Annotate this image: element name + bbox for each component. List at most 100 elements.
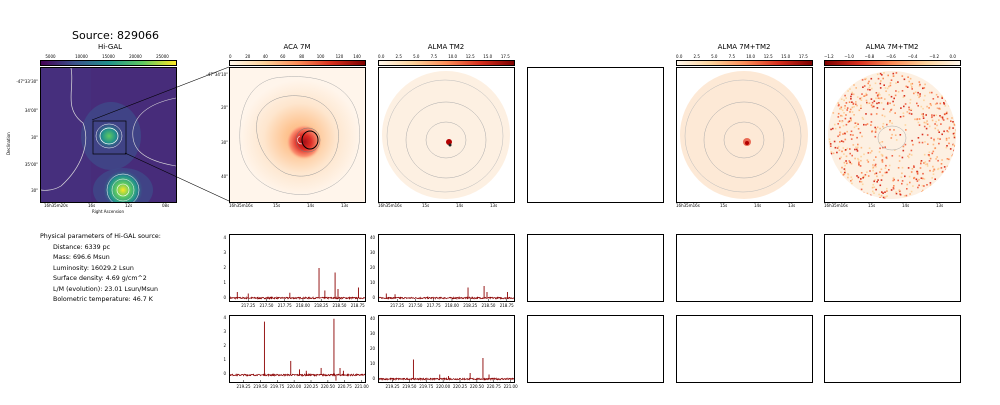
noise-pixel: [876, 73, 879, 76]
noise-pixel: [856, 96, 859, 98]
noise-pixel: [875, 92, 878, 94]
noise-pixel: [844, 105, 846, 107]
empty-spectrum-panel: [527, 234, 664, 302]
noise-pixel: [953, 123, 955, 125]
noise-pixel: [931, 177, 933, 179]
noise-pixel: [853, 126, 856, 129]
noise-pixel: [917, 121, 920, 124]
x-tick: 217.50: [259, 303, 274, 308]
noise-pixel: [911, 82, 914, 85]
noise-pixel: [867, 161, 870, 163]
noise-pixel: [907, 167, 910, 169]
noise-pixel: [889, 102, 891, 105]
cbar-tick: 140: [353, 54, 361, 59]
empty-spectrum-panel: [824, 234, 961, 302]
noise-pixel: [851, 178, 853, 181]
noise-pixel: [837, 112, 840, 115]
noise-pixel: [863, 123, 865, 126]
x-tick: 16h35m16s: [378, 203, 402, 208]
noise-pixel: [852, 134, 854, 136]
noise-pixel: [874, 129, 877, 132]
y-tick: 30: [370, 249, 376, 255]
noise-pixel: [841, 115, 844, 117]
noise-pixel: [916, 180, 919, 182]
x-tick: 218.00: [444, 303, 459, 308]
noise-pixel: [840, 171, 842, 174]
noise-pixel: [928, 107, 930, 109]
noise-pixel: [866, 192, 869, 195]
noise-pixel: [905, 194, 908, 197]
noise-pixel: [939, 138, 941, 140]
noise-pixel: [860, 181, 863, 183]
noise-pixel: [856, 150, 859, 152]
noise-pixel: [869, 89, 871, 91]
higal-yticks: -47°33'30" 34'00" 30" 35'00" 30": [0, 67, 40, 201]
noise-pixel: [933, 138, 935, 141]
noise-pixel: [861, 79, 864, 81]
noise-pixel: [890, 95, 893, 98]
noise-pixel: [911, 86, 913, 88]
noise-pixel: [879, 141, 881, 144]
higal-title: Hi-GAL: [97, 43, 123, 51]
noise-pixel: [860, 178, 862, 180]
cbar-tick: 0: [229, 54, 232, 59]
noise-pixel: [846, 147, 849, 150]
noise-pixel: [941, 159, 943, 161]
noise-pixel: [882, 108, 885, 110]
noise-pixel: [855, 101, 857, 103]
spectrum-tm2-1: [378, 234, 515, 302]
noise-pixel: [930, 137, 933, 139]
noise-pixel: [889, 121, 891, 123]
noise-pixel: [931, 114, 933, 116]
noise-pixel: [901, 172, 903, 175]
x-tick: 221.00: [354, 384, 369, 389]
noise-pixel: [872, 167, 874, 169]
noise-pixel: [908, 112, 911, 115]
noise-pixel: [922, 107, 924, 110]
noise-pixel: [934, 127, 937, 130]
noise-pixel: [909, 77, 912, 80]
noise-pixel: [901, 180, 904, 182]
cbar-tick: 10000: [75, 54, 88, 59]
noise-pixel: [912, 143, 914, 146]
noise-pixel: [870, 113, 873, 116]
noise-pixel: [884, 191, 886, 193]
noise-pixel: [858, 161, 860, 164]
noise-pixel: [878, 97, 881, 100]
noise-pixel: [894, 112, 896, 114]
noise-pixel: [927, 143, 929, 145]
noise-pixel: [939, 115, 941, 117]
noise-pixel: [879, 82, 882, 85]
aca7m-colorbar-ticks: 0 20 40 60 80 100 120 140: [229, 54, 364, 60]
noise-pixel: [851, 106, 854, 109]
noise-pixel: [884, 146, 886, 148]
noise-pixel: [941, 117, 944, 120]
x-tick: 15s: [273, 203, 281, 208]
x-tick: 14s: [902, 203, 910, 208]
noise-pixel: [907, 76, 909, 78]
noise-pixel: [924, 163, 927, 166]
noise-pixel: [934, 147, 937, 149]
noise-pixel: [841, 150, 843, 153]
noise-pixel: [857, 128, 860, 130]
noise-pixel: [850, 98, 852, 100]
noise-pixel: [869, 84, 871, 87]
noise-pixel: [886, 103, 889, 105]
cbar-tick: −0.8: [864, 54, 875, 59]
aca7m-title: ACA 7M: [283, 43, 311, 51]
noise-pixel: [883, 197, 886, 199]
x-tick: 220.00: [287, 384, 302, 389]
noise-pixel: [955, 137, 956, 139]
noise-pixel: [879, 196, 881, 199]
noise-pixel: [867, 152, 870, 154]
noise-pixel: [918, 178, 920, 181]
noise-pixel: [840, 114, 842, 117]
noise-pixel: [841, 109, 844, 112]
noise-pixel: [850, 130, 853, 133]
noise-pixel: [853, 114, 855, 116]
x-tick: 12s: [125, 203, 133, 208]
noise-pixel: [908, 80, 910, 83]
noise-pixel: [844, 149, 847, 151]
x-tick: 219.25: [385, 384, 400, 389]
y-tick: 20: [370, 345, 376, 351]
